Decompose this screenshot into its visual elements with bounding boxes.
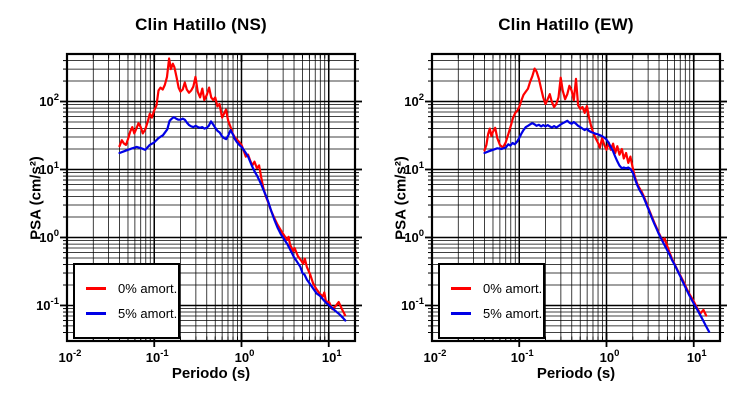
legend-entry-0pct: 0% amort. [440, 281, 543, 296]
x-tick-label: 101 [322, 348, 342, 365]
x-tick-label: 10-1 [511, 348, 535, 365]
legend-label: 5% amort. [483, 306, 543, 321]
legend-line-swatch-blue [451, 312, 471, 315]
chart-ns: 10-2 10-1 100 101 10-1 100 101 102 Clin Hatillo… [27, 15, 362, 382]
legend-entry-0pct: 0% amort. [75, 281, 178, 296]
x-tick-label: 10-2 [59, 348, 82, 365]
y-axis-label: PSA (cm/s²) [27, 156, 45, 240]
x-axis-label: Periodo (s) [171, 365, 251, 382]
series-line-5pct [483, 119, 711, 333]
legend-label: 0% amort. [483, 281, 543, 296]
y-tick-label: 101 [404, 160, 424, 177]
series-line-0pct [118, 57, 347, 317]
chart-title: Clin Hatillo (EW) [498, 15, 634, 34]
grid-lines [432, 54, 720, 341]
x-tick-label: 100 [600, 348, 620, 365]
x-tick-label: 101 [687, 348, 707, 365]
plot-frame [65, 52, 357, 343]
y-tick-label: 101 [39, 160, 59, 177]
legend: 0% amort. 5% amort. [438, 263, 545, 339]
x-tick-label: 10-1 [146, 348, 170, 365]
legend-line-swatch-red [86, 287, 106, 290]
y-tick-label: 10-1 [401, 296, 425, 313]
y-tick-label: 100 [39, 228, 59, 245]
y-tick-label: 100 [404, 228, 424, 245]
x-axis-label: Periodo (s) [536, 365, 616, 382]
legend-line-swatch-red [451, 287, 471, 290]
legend-label: 0% amort. [118, 281, 178, 296]
chart-ns-plot-area: 10-2 10-1 100 101 10-1 100 101 102 [36, 52, 362, 365]
y-tick-label: 10-1 [36, 296, 60, 313]
y-tick-label: 102 [39, 92, 59, 109]
x-tick-label: 10-2 [424, 348, 447, 365]
x-tick-label: 100 [235, 348, 255, 365]
grid-lines [67, 54, 355, 341]
legend-label: 5% amort. [118, 306, 178, 321]
legend: 0% amort. 5% amort. [73, 263, 180, 339]
y-axis-label: PSA (cm/s²) [392, 156, 410, 240]
series-line-5pct [118, 115, 347, 322]
chart-ew: 10-2 10-1 100 101 10-1 100 101 102 Clin Hatillo… [365, 0, 730, 400]
legend-entry-5pct: 5% amort. [440, 306, 543, 321]
chart-title: Clin Hatillo (NS) [135, 15, 267, 34]
y-tick-label: 102 [404, 92, 424, 109]
legend-entry-5pct: 5% amort. [75, 306, 178, 321]
chart-ew-plot-area: 10-2 10-1 100 101 10-1 100 101 102 [401, 52, 727, 365]
plot-frame [430, 52, 722, 343]
legend-line-swatch-blue [86, 312, 106, 315]
